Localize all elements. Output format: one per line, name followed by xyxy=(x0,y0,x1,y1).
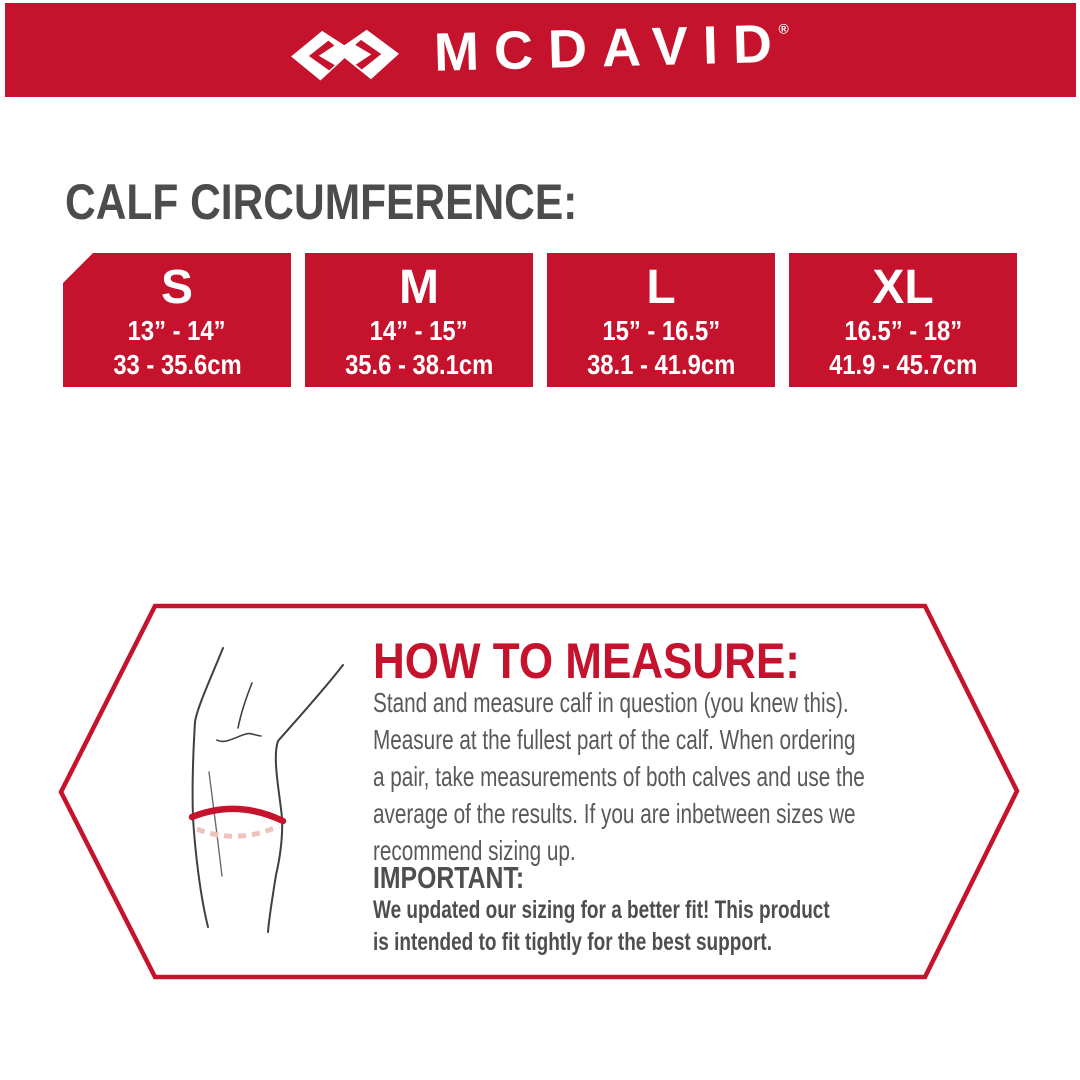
size-box-l: L 15” - 16.5” 38.1 - 41.9cm xyxy=(547,253,775,387)
size-label: L xyxy=(646,261,676,314)
important-body: We updated our sizing for a better fit! … xyxy=(373,896,830,956)
size-box-xl: XL 16.5” - 18” 41.9 - 45.7cm xyxy=(789,253,1017,387)
brand-name: MCDAVID xyxy=(433,13,789,83)
size-label: XL xyxy=(872,261,934,314)
size-range-inches: 13” - 14” xyxy=(128,315,226,346)
size-chart: S 13” - 14” 33 - 35.6cm M 14” - 15” 35.6… xyxy=(63,253,1017,387)
size-range-cm: 33 - 35.6cm xyxy=(112,349,242,380)
mcdavid-logo-icon xyxy=(291,29,400,81)
brand-banner: MCDAVID® xyxy=(5,3,1076,97)
size-box-m: M 14” - 15” 35.6 - 38.1cm xyxy=(305,253,533,387)
calf-measurement-illustration-icon xyxy=(188,647,344,933)
how-to-measure-body: Stand and measure calf in question (you … xyxy=(373,687,865,866)
size-range-cm: 38.1 - 41.9cm xyxy=(586,349,736,380)
size-range-inches: 15” - 16.5” xyxy=(602,315,720,346)
size-label: S xyxy=(160,261,193,314)
size-label: M xyxy=(399,261,439,314)
size-box-s: S 13” - 14” 33 - 35.6cm xyxy=(63,253,291,387)
size-range-inches: 16.5” - 18” xyxy=(844,315,962,346)
size-range-inches: 14” - 15” xyxy=(370,315,468,346)
page-title: CALF CIRCUMFERENCE: xyxy=(65,174,578,230)
registered-trademark: ® xyxy=(778,20,790,37)
important-label: IMPORTANT: xyxy=(373,860,525,895)
brand-lockup: MCDAVID® xyxy=(291,14,791,83)
size-range-cm: 35.6 - 38.1cm xyxy=(344,349,494,380)
brand-wordmark: MCDAVID® xyxy=(434,14,791,83)
how-to-measure-title: HOW TO MEASURE: xyxy=(373,633,800,689)
size-range-cm: 41.9 - 45.7cm xyxy=(828,349,978,380)
